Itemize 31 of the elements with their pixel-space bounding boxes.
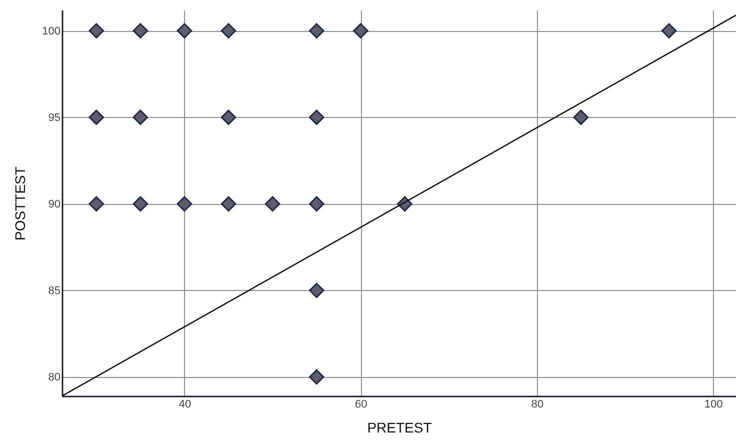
point xyxy=(88,196,104,212)
y-tick-label: 80 xyxy=(48,371,60,384)
x-tick-label: 60 xyxy=(355,398,368,410)
y-axis-title: POSTTEST xyxy=(12,166,28,240)
point xyxy=(661,23,677,38)
point xyxy=(176,196,192,212)
point xyxy=(220,196,236,212)
point xyxy=(132,110,148,125)
x-tick-label: 80 xyxy=(531,398,544,410)
y-tick-label: 100 xyxy=(42,25,60,38)
point xyxy=(353,23,368,38)
point xyxy=(88,110,104,125)
point xyxy=(308,196,324,212)
point xyxy=(573,110,589,125)
point xyxy=(308,23,324,38)
point xyxy=(308,110,324,125)
point xyxy=(132,196,148,212)
point xyxy=(220,23,236,38)
x-tick-label: 100 xyxy=(704,398,723,410)
point xyxy=(88,23,104,38)
point xyxy=(308,369,324,385)
x-tick-label: 40 xyxy=(178,398,192,410)
point xyxy=(264,196,280,212)
point xyxy=(132,23,148,38)
x-axis-title: PRETEST xyxy=(367,420,432,436)
y-tick-label: 95 xyxy=(48,112,60,124)
y-tick-label: 90 xyxy=(48,198,60,210)
point xyxy=(176,23,192,38)
point xyxy=(308,282,324,298)
point xyxy=(220,110,236,125)
y-tick-label: 85 xyxy=(48,284,60,297)
